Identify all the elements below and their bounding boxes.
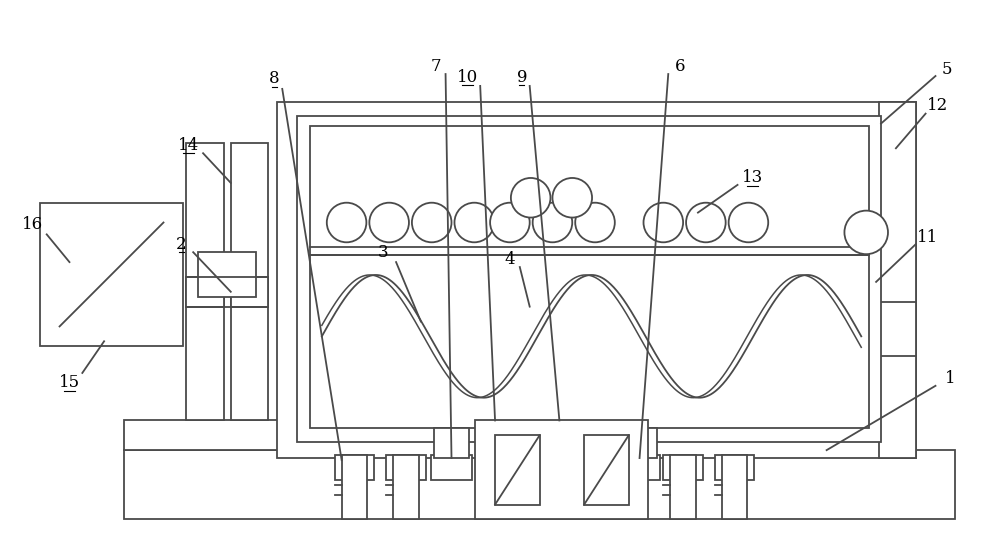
Bar	[622, 428, 657, 458]
Text: 12: 12	[927, 97, 948, 114]
Circle shape	[686, 203, 726, 242]
Bar	[342, 455, 367, 519]
Bar	[198, 252, 256, 296]
Bar	[335, 455, 374, 480]
Bar	[495, 435, 540, 505]
Text: 16: 16	[22, 216, 43, 233]
Text: 15: 15	[59, 375, 80, 391]
Bar	[231, 143, 268, 421]
Text: 10: 10	[457, 68, 478, 86]
Text: 11: 11	[917, 229, 938, 246]
Circle shape	[844, 211, 888, 254]
Bar	[231, 277, 268, 307]
Bar	[670, 455, 696, 519]
Bar	[584, 435, 629, 505]
Bar	[40, 203, 183, 346]
Bar	[663, 455, 703, 480]
Text: 13: 13	[742, 170, 763, 186]
Bar	[715, 455, 754, 480]
Text: 7: 7	[430, 57, 441, 75]
Text: 5: 5	[942, 61, 953, 78]
Bar	[722, 455, 747, 519]
Bar	[310, 255, 869, 428]
Bar	[186, 277, 224, 307]
Bar	[310, 126, 869, 255]
Bar	[186, 143, 224, 421]
Text: 2: 2	[176, 236, 187, 253]
Text: 1: 1	[945, 370, 956, 388]
Circle shape	[327, 203, 366, 242]
Text: 14: 14	[178, 137, 199, 154]
Bar	[431, 455, 472, 480]
Bar	[879, 102, 916, 458]
Bar	[386, 455, 426, 480]
Circle shape	[412, 203, 452, 242]
Text: 9: 9	[517, 68, 527, 86]
Bar	[879, 302, 916, 356]
Text: 4: 4	[505, 250, 515, 268]
Circle shape	[490, 203, 530, 242]
Circle shape	[511, 178, 550, 217]
Circle shape	[369, 203, 409, 242]
Bar	[124, 450, 955, 519]
Bar	[619, 455, 660, 480]
Circle shape	[533, 203, 572, 242]
Circle shape	[644, 203, 683, 242]
Bar	[475, 421, 648, 519]
Circle shape	[454, 203, 494, 242]
Bar	[277, 102, 916, 458]
Bar	[124, 421, 342, 450]
Text: 6: 6	[675, 57, 685, 75]
Bar	[434, 428, 469, 458]
Bar	[297, 115, 881, 442]
Bar	[393, 455, 419, 519]
Circle shape	[552, 178, 592, 217]
Circle shape	[575, 203, 615, 242]
Text: 3: 3	[378, 244, 389, 261]
Circle shape	[729, 203, 768, 242]
Text: 8: 8	[269, 70, 280, 87]
